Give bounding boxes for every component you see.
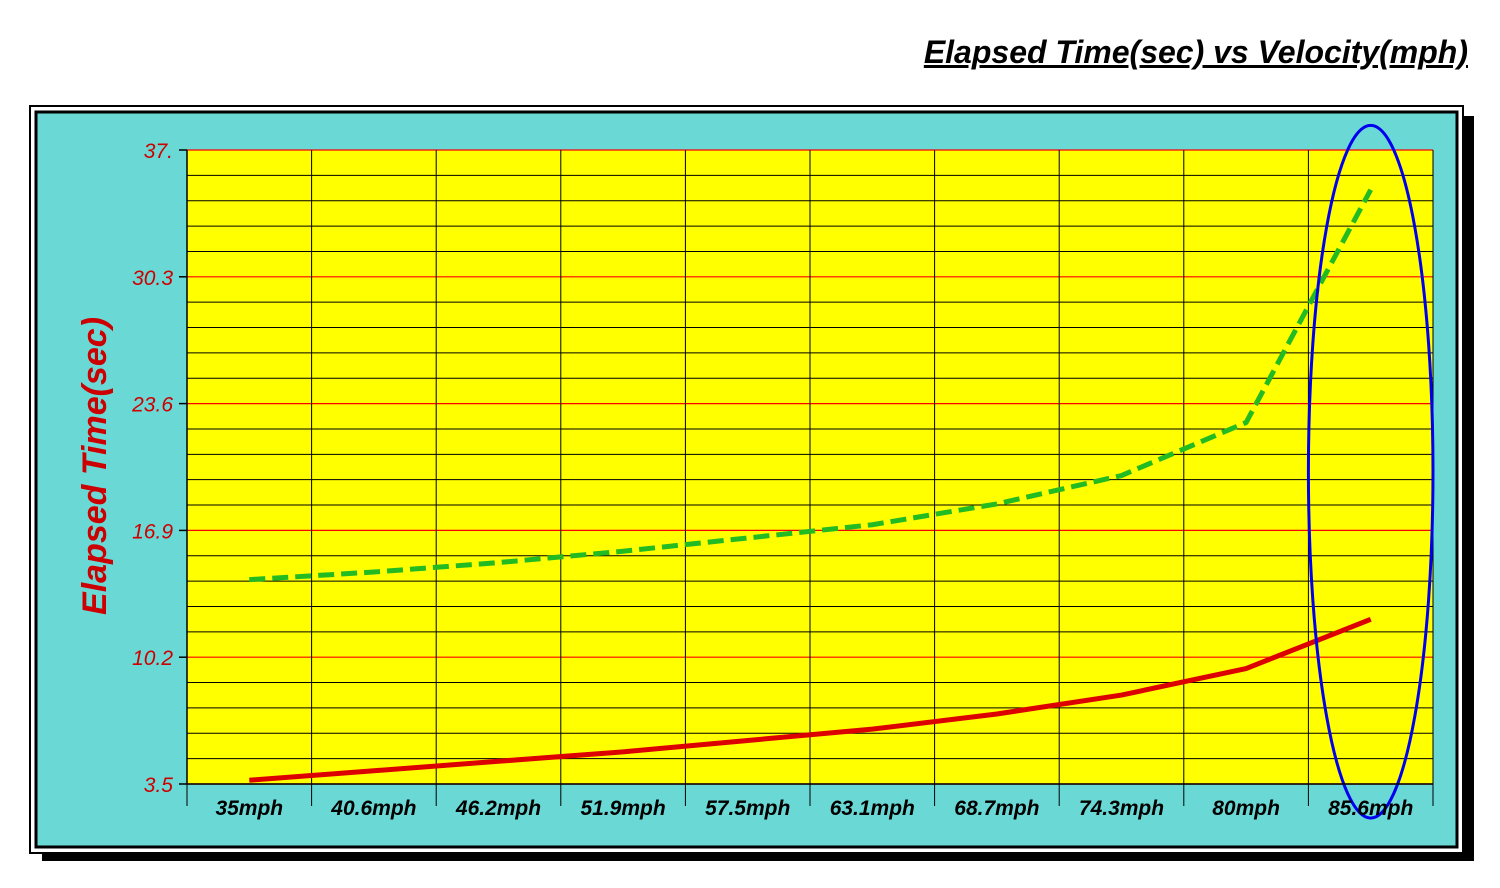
axes <box>179 149 1434 806</box>
y-tick-label: 30.3 <box>132 267 173 290</box>
y-tick-label: 37. <box>144 140 173 163</box>
x-tick-label: 40.6mph <box>330 797 416 820</box>
x-tick-label: 85.6mph <box>1328 797 1413 820</box>
y-tick-label: 16.9 <box>132 520 173 543</box>
x-tick-label: 35mph <box>215 797 283 820</box>
x-tick-label: 57.5mph <box>705 797 790 820</box>
y-tick-label: 10.2 <box>132 647 173 670</box>
x-tick-label: 74.3mph <box>1079 797 1164 820</box>
series-line-1 <box>249 188 1373 583</box>
highlight-ellipse <box>1306 123 1435 820</box>
y-tick-label: 3.5 <box>144 774 174 797</box>
y-axis-label: Elapsed Time(sec) <box>76 317 114 615</box>
tick-labels: 37. 30.3 23.6 16.9 10.2 3.5 35mph 40.6mph 46.2mp… <box>131 140 1413 820</box>
x-tick-label: 63.1mph <box>830 797 915 820</box>
annotation-layer <box>1306 123 1435 820</box>
y-tick-label: 23.6 <box>131 394 173 417</box>
x-tick-label: 46.2mph <box>455 797 541 820</box>
x-tick-label: 80mph <box>1212 797 1280 820</box>
series-line-2 <box>249 617 1372 783</box>
series-layer <box>249 188 1373 783</box>
grid-lines <box>186 149 1434 785</box>
x-tick-label: 68.7mph <box>954 797 1039 820</box>
x-tick-label: 51.9mph <box>580 797 665 820</box>
chart-title: Elapsed Time(sec) vs Velocity(mph) <box>923 34 1468 70</box>
